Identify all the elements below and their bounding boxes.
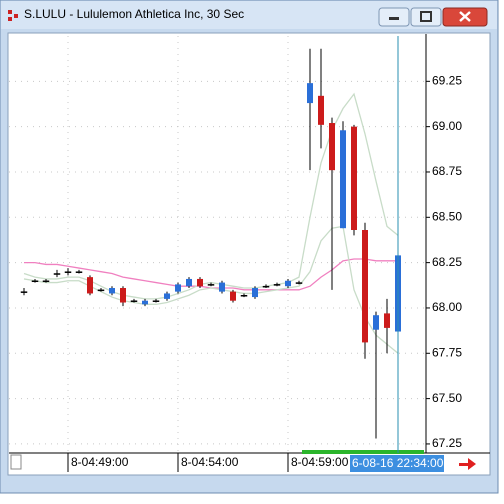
candle-body — [53, 273, 61, 275]
y-tick-label: 67.25 — [432, 436, 462, 450]
candle-body — [207, 284, 215, 286]
candle-body — [307, 83, 313, 104]
candle-body — [351, 126, 357, 230]
candle-body — [87, 277, 93, 294]
status-bar — [302, 450, 424, 454]
candle-body — [175, 284, 181, 292]
candle-body — [109, 288, 115, 294]
candle-body — [252, 288, 258, 298]
y-tick-label: 67.50 — [432, 391, 462, 405]
app-icon — [8, 10, 18, 21]
candle-body — [219, 282, 225, 292]
y-tick-label: 68.25 — [432, 255, 462, 269]
x-tick-label: 8-04:49:00 — [71, 455, 129, 469]
indicator-line — [23, 225, 399, 354]
cursor-label: 6-08-16 22:34:00 — [352, 456, 444, 470]
candle-body — [97, 289, 105, 292]
candle-body — [186, 278, 192, 287]
candle-body — [384, 313, 390, 328]
x-tick-label: 8-04:54:00 — [181, 455, 239, 469]
candle-body — [329, 123, 335, 171]
candle-body — [362, 229, 368, 343]
candle-body — [340, 130, 346, 229]
x-tick-label: 8-04:59:00 — [291, 455, 349, 469]
y-tick-label: 68.50 — [432, 209, 462, 223]
candle-body — [20, 291, 28, 293]
y-tick-label: 67.75 — [432, 345, 462, 359]
candle-body — [42, 280, 50, 283]
maximize-button[interactable] — [410, 7, 442, 27]
candle-body — [75, 271, 83, 273]
scroll-box[interactable] — [10, 454, 22, 470]
cursor-label-bg — [350, 455, 444, 472]
candle-body — [285, 280, 291, 287]
y-tick-label: 68.00 — [432, 300, 462, 314]
candle-body — [230, 291, 236, 301]
candle-body — [142, 300, 148, 305]
candle-body — [197, 278, 203, 287]
close-icon — [459, 11, 471, 22]
y-tick-label: 68.75 — [432, 164, 462, 178]
candle-body — [262, 285, 270, 288]
candle-body — [152, 300, 160, 302]
scroll-right-arrow[interactable] — [459, 458, 476, 470]
window-title: S.LULU - Lululemon Athletica Inc, 30 Sec — [24, 7, 244, 21]
candle-body — [273, 284, 281, 286]
candle-body — [295, 282, 303, 284]
candle-body — [164, 293, 170, 299]
chart-panel — [7, 32, 491, 476]
candle-body — [373, 315, 379, 330]
candle-body — [130, 300, 138, 302]
candle-body — [120, 288, 126, 303]
candle-body — [318, 95, 324, 125]
candle-body — [240, 295, 248, 297]
y-tick-label: 69.25 — [432, 73, 462, 87]
maximize-icon — [420, 11, 432, 22]
y-tick-label: 69.00 — [432, 119, 462, 133]
minimize-icon — [389, 17, 399, 20]
candle-body — [31, 280, 39, 283]
candle-body — [64, 271, 72, 273]
